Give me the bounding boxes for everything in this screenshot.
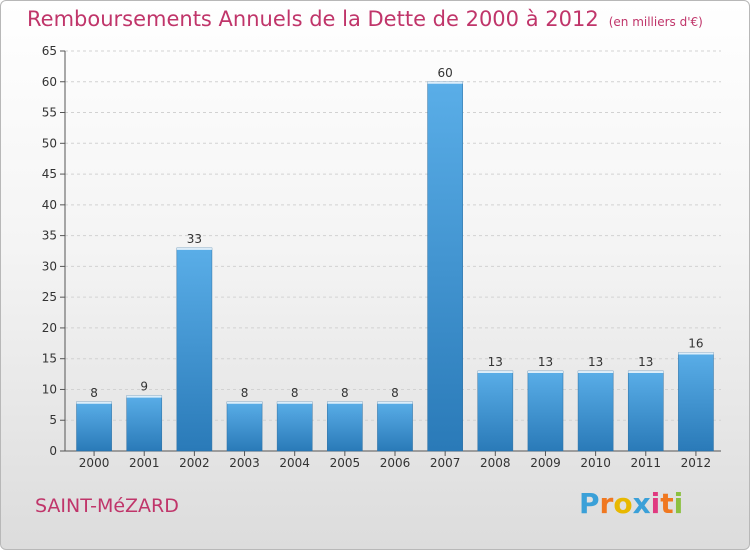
bar-2011 xyxy=(627,370,664,452)
bar-2003 xyxy=(226,401,263,452)
y-tick-label: 45 xyxy=(42,167,57,181)
chart-title-unit: (en milliers d'€) xyxy=(608,15,703,29)
logo-letter: t xyxy=(660,487,674,520)
y-tick-label: 0 xyxy=(49,444,57,458)
bar-value-label: 16 xyxy=(688,337,703,351)
chart-title-main: Remboursements Annuels de la Dette de 20… xyxy=(27,7,599,31)
y-tick-label: 5 xyxy=(49,413,57,427)
bar-2000 xyxy=(76,401,112,452)
logo-letter: i xyxy=(650,487,661,520)
bar-value-label: 60 xyxy=(438,66,453,80)
x-tick-label: 2012 xyxy=(681,456,712,470)
bar-2009 xyxy=(527,370,564,452)
y-tick-label: 30 xyxy=(42,259,57,273)
bar-value-label: 33 xyxy=(187,232,202,246)
bar-2012 xyxy=(678,352,714,452)
bar-2007 xyxy=(427,81,463,452)
bar-value-label: 8 xyxy=(391,386,399,400)
bars xyxy=(76,81,714,452)
bar-value-label: 8 xyxy=(291,386,299,400)
bar-value-label: 13 xyxy=(638,355,653,369)
x-tick-label: 2002 xyxy=(179,456,210,470)
logo-letter: x xyxy=(632,487,651,520)
x-tick-label: 2001 xyxy=(129,456,160,470)
town-name: SAINT-MéZARD xyxy=(35,495,179,517)
y-tick-label: 55 xyxy=(42,106,57,120)
bar-2010 xyxy=(577,370,614,452)
y-tick-label: 10 xyxy=(42,382,57,396)
x-tick-label: 2009 xyxy=(530,456,561,470)
bar-2002 xyxy=(176,247,213,452)
logo-letter: o xyxy=(613,487,633,520)
x-tick-label: 2011 xyxy=(630,456,661,470)
bar-value-label: 9 xyxy=(140,380,148,394)
bar-value-label: 8 xyxy=(241,386,249,400)
chart-title: Remboursements Annuels de la Dette de 20… xyxy=(27,7,703,31)
y-tick-label: 40 xyxy=(42,198,57,212)
x-tick-label: 2004 xyxy=(279,456,310,470)
bar-value-label: 13 xyxy=(588,355,603,369)
y-tick-label: 20 xyxy=(42,321,57,335)
x-tick-label: 2000 xyxy=(79,456,110,470)
bar-value-label: 13 xyxy=(538,355,553,369)
y-tick-label: 15 xyxy=(42,352,57,366)
y-tick-label: 25 xyxy=(42,290,57,304)
logo-letter: r xyxy=(599,487,614,520)
y-tick-label: 65 xyxy=(42,44,57,58)
x-tick-label: 2003 xyxy=(229,456,260,470)
x-tick-label: 2008 xyxy=(480,456,511,470)
bar-2004 xyxy=(276,401,313,452)
bar-value-label: 8 xyxy=(90,386,98,400)
bar-2005 xyxy=(327,401,363,452)
logo-letter: P xyxy=(579,487,600,520)
bar-value-label: 8 xyxy=(341,386,349,400)
bar-2001 xyxy=(126,395,163,452)
bar-value-label: 13 xyxy=(488,355,503,369)
x-tick-label: 2007 xyxy=(430,456,461,470)
x-tick-label: 2005 xyxy=(330,456,361,470)
x-tick-label: 2006 xyxy=(380,456,411,470)
y-tick-label: 35 xyxy=(42,229,57,243)
x-tick-label: 2010 xyxy=(580,456,611,470)
bar-2006 xyxy=(377,401,413,452)
labels: 0 5 10 15 20 25 30 35 40 45 50 55 60 65 8 2000 9 2001 33 20… xyxy=(42,44,711,470)
bar-2008 xyxy=(477,370,514,452)
y-tick-label: 60 xyxy=(42,75,57,89)
proxiti-logo: Proxiti xyxy=(579,487,683,520)
logo-letter: i xyxy=(673,487,684,520)
y-tick-label: 50 xyxy=(42,136,57,150)
